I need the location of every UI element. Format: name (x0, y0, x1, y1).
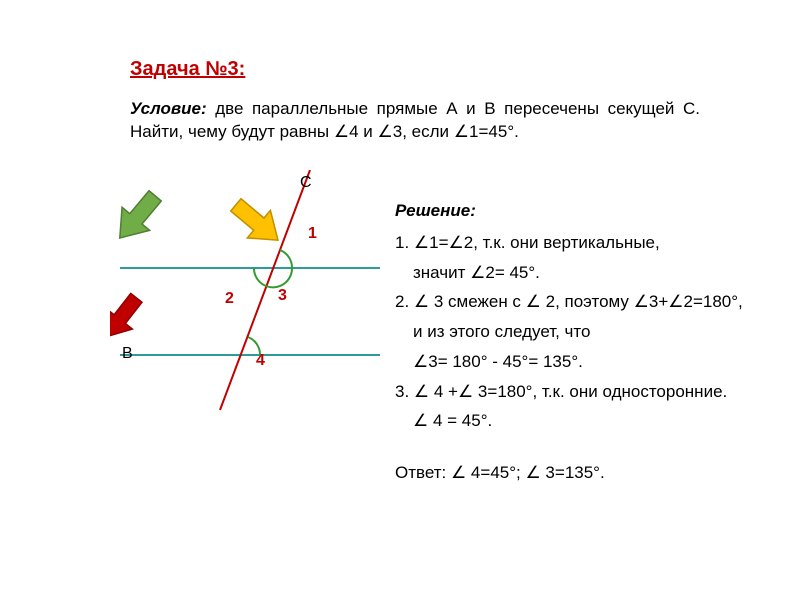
arc-angle-1 (280, 250, 292, 268)
condition-label: Условие: (130, 99, 207, 118)
solution-line-7: ∠ 4 = 45°. (395, 406, 750, 436)
arc-angle-2 (254, 268, 266, 286)
arrow-red (110, 288, 149, 347)
problem-title: Задача №3: (130, 58, 245, 81)
condition-ang1: ∠1=45°. (454, 122, 519, 141)
condition-ang4: ∠4 (334, 122, 359, 141)
angle-label-3: 3 (278, 287, 287, 305)
solution-block: Решение: 1. ∠1=∠2, т.к. они вертикальные… (395, 196, 750, 488)
condition-if: , если (402, 122, 454, 141)
angle-label-1: 1 (308, 225, 317, 243)
line-label-b: B (122, 345, 133, 363)
angle-label-2: 2 (225, 290, 234, 308)
solution-answer: Ответ: ∠ 4=45°; ∠ 3=135°. (395, 458, 750, 488)
solution-line-6: 3. ∠ 4 +∠ 3=180°, т.к. они односторонние… (395, 377, 750, 407)
diagram: 1 2 3 4 B C (110, 170, 390, 430)
arrow-green (110, 184, 169, 249)
condition-ang3: ∠3 (378, 122, 403, 141)
angle-label-4: 4 (256, 352, 265, 370)
solution-line-3: 2. ∠ 3 смежен с ∠ 2, поэтому ∠3+∠2=180°, (395, 287, 750, 317)
solution-line-4: и из этого следует, что (395, 317, 750, 347)
solution-line-5: ∠3= 180° - 45°= 135°. (395, 347, 750, 377)
problem-title-text: Задача №3: (130, 58, 245, 80)
solution-line-2: значит ∠2= 45°. (395, 258, 750, 288)
solution-title: Решение: (395, 196, 750, 226)
condition-block: Условие: две параллельные прямые А и В п… (130, 98, 700, 144)
solution-line-1: 1. ∠1=∠2, т.к. они вертикальные, (395, 228, 750, 258)
arrow-yellow (224, 191, 289, 254)
condition-and: и (359, 122, 378, 141)
line-label-c: C (300, 174, 312, 192)
diagram-svg (110, 170, 390, 430)
